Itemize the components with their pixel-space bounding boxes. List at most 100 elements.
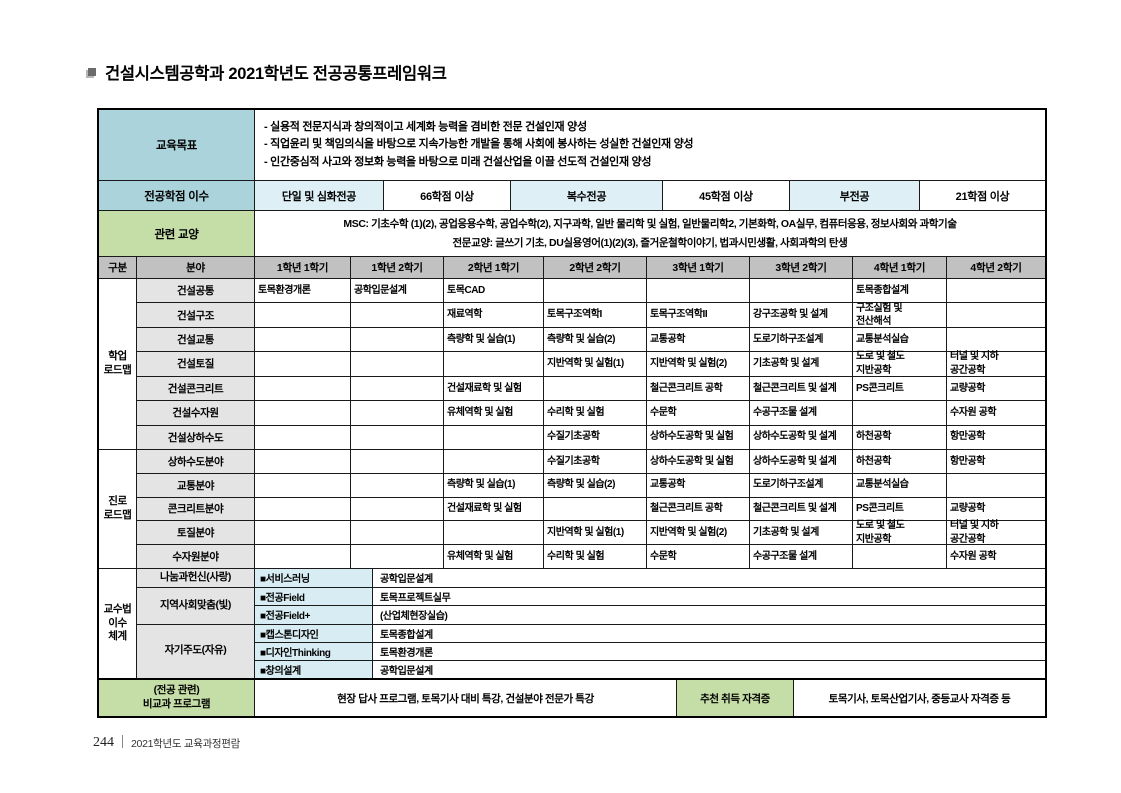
- course-cell: [255, 450, 351, 473]
- roadmap-row: 건설구조 재료역학 토목구조역학I 토목구조역학II 강구조공학 및 설계 구조실험 및 …: [137, 302, 1045, 327]
- course-cell: PS콘크리트: [853, 376, 947, 401]
- title-row: 건설시스템공학과 2021학년도 전공공통프레임워크: [88, 60, 447, 84]
- course-cell: [544, 376, 647, 401]
- course-cell: 측량학 및 실습(2): [544, 473, 647, 497]
- roadmap-row: 건설콘크리트 건설재료학 및 실험 철근콘크리트 공학 철근콘크리트 및 설계 PS콘크…: [137, 375, 1045, 401]
- course-cell: 상하수도공학 및 설계: [750, 425, 853, 449]
- course-cell: [647, 279, 750, 303]
- course-cell: [444, 352, 544, 376]
- field-label: 건설교통: [137, 327, 255, 352]
- course-cell: [255, 497, 351, 521]
- teaching-method: ■캡스톤디자인: [255, 624, 373, 642]
- course-cell: [351, 473, 444, 497]
- course-cell: 수리학 및 실험: [544, 401, 647, 425]
- field-label: 건설공통: [137, 279, 255, 303]
- teaching-method: ■창의설계: [255, 660, 373, 679]
- header-semester: 1학년 1학기: [255, 257, 351, 278]
- teaching-group: 나눔과헌신(사랑) ■서비스러닝 공학입문설계: [137, 569, 1045, 587]
- roadmap-row: 상하수도분야 수질기초공학 상하수도공학 및 실험 상하수도공학 및 설계 하천공학 항만…: [137, 450, 1045, 473]
- teaching-group-label: 지역사회맞춤(빛): [137, 587, 255, 624]
- grid-header-row: 구분 분야 1학년 1학기 1학년 2학기 2학년 1학기 2학년 2학기 3학…: [99, 256, 1045, 278]
- header-semester: 2학년 2학기: [544, 257, 647, 278]
- course-cell: 교통공학: [647, 473, 750, 497]
- course-cell: PS콘크리트: [853, 497, 947, 521]
- major-credits-label: 전공학점 이수: [99, 181, 255, 210]
- course-cell: [947, 328, 1045, 351]
- field-label: 교통분야: [137, 473, 255, 497]
- credit-value: 66학점 이상: [384, 181, 511, 210]
- teaching-method: ■전공Field: [255, 587, 373, 606]
- course-cell: [255, 545, 351, 568]
- course-cell: 기초공학 및 설계: [750, 352, 853, 376]
- course-cell: 철근콘크리트 공학: [647, 497, 750, 521]
- course-cell: 교량공학: [950, 503, 985, 515]
- roadmap-row: 토질분야 지반역학 및 실험(1) 지반역학 및 실험(2) 기초공학 및 설계 도로 …: [137, 520, 1045, 545]
- roadmap-row: 건설토질 지반역학 및 실험(1) 지반역학 및 실험(2) 기초공학 및 설계 도로 …: [137, 351, 1045, 376]
- major-credits-row: 전공학점 이수 단일 및 심화전공 66학점 이상 복수전공 45학점 이상 부…: [99, 180, 1045, 210]
- course-cell: [351, 521, 444, 545]
- course-cell: [544, 279, 647, 303]
- credit-value: 21학점 이상: [955, 190, 1010, 203]
- course-cell: [351, 425, 444, 449]
- course-cell: 기초공학 및 설계: [750, 521, 853, 545]
- field-label: 건설토질: [137, 352, 255, 376]
- course-cell: 수자원 공학: [950, 550, 997, 562]
- course-cell: [255, 376, 351, 401]
- course-cell: 토목CAD: [444, 279, 544, 303]
- course-cell: 철근콘크리트 및 설계: [750, 497, 853, 521]
- roadmap-section: 학업 로드맵 건설공통 토목환경개론 공학입문설계 토목CAD 토목종합설계 건설구조 재료역…: [99, 278, 1045, 449]
- course-cell: [947, 303, 1045, 326]
- course-cell: [750, 279, 853, 303]
- credit-type: 부전공: [790, 181, 920, 210]
- course-cell: 구조실험 및 전산해석: [853, 303, 947, 327]
- course-cell: 항만공학: [950, 431, 985, 443]
- course-cell: 터널 및 지하 공간공학: [950, 520, 999, 545]
- teaching-row: ■디자인Thinking 토목환경개론: [255, 641, 1045, 660]
- goal-item: - 인간중심적 사고와 정보화 능력을 바탕으로 미래 건설산업을 이끌 선도적…: [264, 155, 652, 168]
- course-cell: 도로기하구조설계: [750, 473, 853, 497]
- course-cell: [255, 521, 351, 545]
- roadmap-row: 콘크리트분야 건설재료학 및 실험 철근콘크리트 공학 철근콘크리트 및 설계 PS콘크…: [137, 496, 1045, 521]
- roadmap-row: 수자원분야 유체역학 및 실험 수리학 및 실험 수문학 수공구조물 설계 수자원 공학: [137, 544, 1045, 568]
- course-cell: 유체역학 및 실험: [444, 401, 544, 425]
- course-cell: 항만공학: [950, 455, 985, 467]
- roadmap-row: 건설교통 측량학 및 실습(1) 측량학 및 실습(2) 교통공학 도로기하구조설계 교통…: [137, 326, 1045, 352]
- credit-type: 단일 및 심화전공: [255, 181, 384, 210]
- course-cell: [351, 327, 444, 352]
- course-cell: 건설재료학 및 실험: [444, 497, 544, 521]
- course-cell: 수질기초공학: [544, 425, 647, 449]
- course-cell: [444, 425, 544, 449]
- teaching-course: (산업체현장실습): [380, 611, 448, 623]
- course-cell: 지반역학 및 실험(2): [647, 352, 750, 376]
- roadmap-row: 교통분야 측량학 및 실습(1) 측량학 및 실습(2) 교통공학 도로기하구조설계 교통…: [137, 472, 1045, 497]
- teaching-section-label: 교수법 이수 체계: [99, 569, 137, 678]
- teaching-group: 지역사회맞춤(빛) ■전공Field 토목프로젝트실무 ■전공Field+ (산…: [137, 586, 1045, 624]
- course-cell: [947, 279, 1045, 302]
- field-label: 건설콘크리트: [137, 376, 255, 401]
- course-cell: 수리학 및 실험: [544, 545, 647, 568]
- course-cell: 측량학 및 실습(1): [444, 327, 544, 352]
- header-semester: 4학년 2학기: [947, 257, 1045, 278]
- certificates-label: 추천 취득 자격증: [677, 680, 794, 716]
- course-cell: 도로 및 철도 지반공학: [853, 520, 947, 545]
- course-cell: 교통공학: [647, 327, 750, 352]
- course-cell: [255, 303, 351, 327]
- certificates-list: 토목기사, 토목산업기사, 중등교사 자격증 등: [828, 692, 1011, 705]
- footer-page-number: 244: [93, 735, 114, 750]
- course-cell: [255, 401, 351, 425]
- course-cell: [947, 474, 1045, 497]
- course-cell: 터널 및 지하 공간공학: [950, 351, 999, 376]
- course-cell: 수질기초공학: [544, 450, 647, 473]
- extracurricular-label: (전공 관련) 비교과 프로그램: [99, 680, 255, 716]
- course-cell: [351, 376, 444, 401]
- field-label: 건설수자원: [137, 401, 255, 425]
- field-label: 수자원분야: [137, 545, 255, 568]
- header-semester: 1학년 2학기: [351, 257, 444, 278]
- section-label: 학업 로드맵: [99, 279, 137, 449]
- course-cell: [351, 401, 444, 425]
- teaching-course: 공학입문설계: [380, 574, 433, 586]
- extracurricular-row: (전공 관련) 비교과 프로그램 현장 답사 프로그램, 토목기사 대비 특강,…: [99, 678, 1045, 716]
- course-cell: 수자원 공학: [950, 407, 997, 419]
- field-label: 콘크리트분야: [137, 497, 255, 521]
